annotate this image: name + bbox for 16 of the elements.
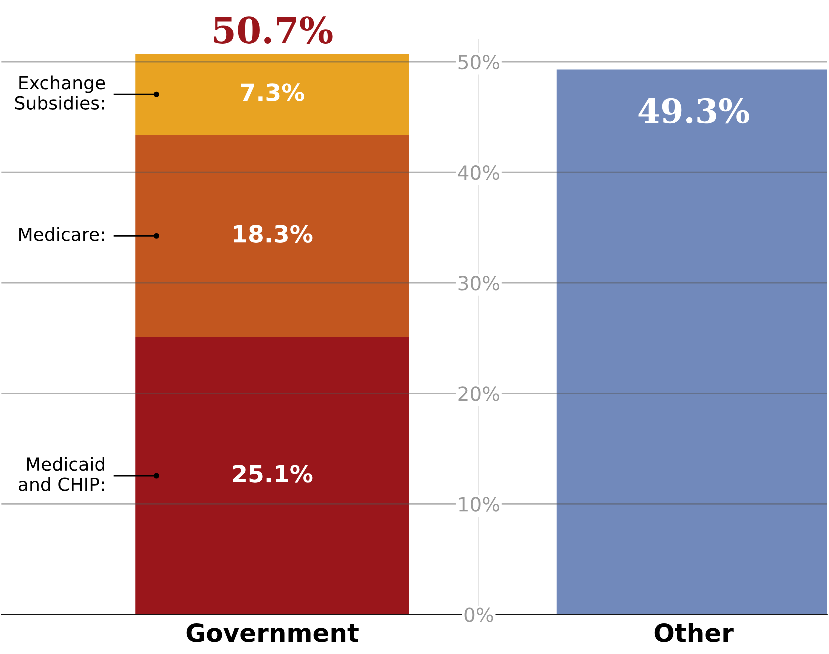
total-label: 50.7% bbox=[214, 16, 333, 44]
series-label: Medicaid and CHIP: bbox=[19, 457, 104, 492]
y-tick-label: 10% bbox=[459, 497, 500, 512]
data-label: 49.3% bbox=[638, 98, 750, 124]
data-label: 18.3% bbox=[234, 225, 313, 243]
y-tick-label: 40% bbox=[458, 166, 500, 180]
y-tick-label: 0% bbox=[464, 608, 494, 622]
y-tick-label: 50% bbox=[458, 54, 500, 70]
y-tick-label: 20% bbox=[458, 386, 500, 402]
y-tick-label: 30% bbox=[458, 276, 500, 291]
series-label: Medicare: bbox=[20, 227, 104, 242]
series-label: Exchange Subsidies: bbox=[15, 76, 106, 110]
data-label: 7.3% bbox=[241, 84, 305, 102]
x-tick-label: Other bbox=[654, 623, 734, 642]
x-tick-label: Government bbox=[186, 624, 359, 642]
data-label: 25.1% bbox=[233, 465, 313, 483]
